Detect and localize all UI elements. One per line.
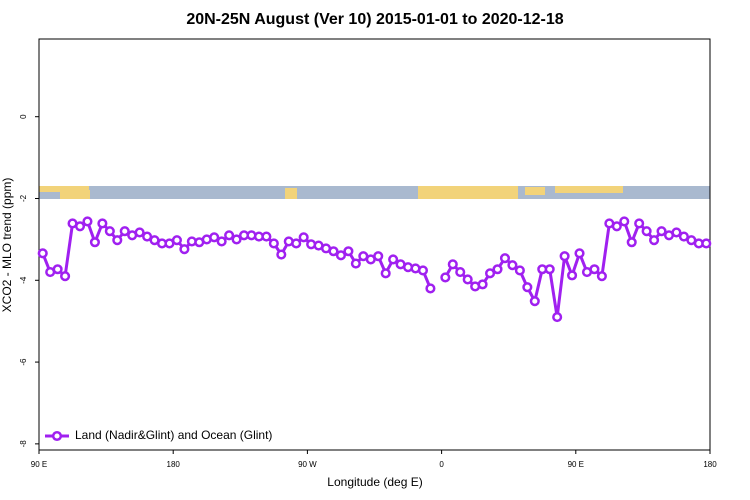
data-point [544, 264, 555, 275]
data-point [492, 264, 503, 275]
y-tick-label: -8 [19, 440, 28, 448]
data-point [589, 264, 600, 275]
x-tick-label: 90 E [31, 460, 47, 469]
data-point [291, 238, 302, 249]
data-point [522, 282, 533, 293]
data-point [619, 216, 630, 227]
data-point [641, 226, 652, 237]
y-tick-label: -6 [19, 358, 28, 366]
x-tick-label: 180 [703, 460, 717, 469]
data-point [701, 238, 712, 249]
data-point [455, 267, 466, 278]
data-point [97, 218, 108, 229]
data-point [507, 260, 518, 271]
data-point [477, 279, 488, 290]
data-point [328, 246, 339, 257]
data-point [499, 253, 511, 264]
data-point [89, 237, 100, 248]
x-tick-label: 90 W [298, 460, 317, 469]
data-point [514, 265, 525, 276]
data-point [276, 249, 287, 260]
data-point [82, 216, 93, 227]
x-tick-label: 90 E [568, 460, 584, 469]
legend-label: Land (Nadir&Glint) and Ocean (Glint) [75, 428, 272, 442]
data-point [261, 231, 272, 242]
data-point [596, 271, 607, 282]
data-point [268, 238, 279, 249]
data-point [231, 234, 242, 245]
x-tick-label: 0 [439, 460, 444, 469]
data-point [425, 283, 436, 294]
data-point [119, 226, 130, 237]
data-point [656, 226, 667, 237]
data-point [574, 248, 585, 259]
data-point [142, 231, 153, 242]
data-point [134, 227, 145, 238]
data-point [649, 235, 660, 246]
data-point [388, 254, 399, 265]
y-tick-label: -2 [19, 194, 28, 202]
data-point [552, 312, 563, 323]
data-point [634, 218, 645, 229]
data-point [216, 236, 227, 247]
plot-frame [38, 38, 711, 451]
data-point [171, 235, 182, 246]
data-point [440, 272, 451, 283]
x-axis-label: Longitude (deg E) [327, 475, 422, 489]
legend: Land (Nadir&Glint) and Ocean (Glint) [45, 428, 272, 442]
data-point [343, 246, 354, 257]
data-point [559, 251, 570, 262]
data-point [60, 271, 71, 282]
x-tick-label: 180 [167, 460, 181, 469]
data-point [224, 230, 235, 241]
data-point [529, 296, 540, 307]
y-tick-label: 0 [19, 114, 28, 119]
data-point [567, 270, 578, 281]
map-strip [39, 186, 710, 199]
data-point [112, 235, 123, 246]
data-point [626, 237, 637, 248]
data-point [350, 258, 361, 269]
data-point [611, 221, 622, 232]
data-point [179, 244, 190, 255]
data-point [485, 268, 496, 279]
data-point [417, 265, 429, 276]
data-point [335, 250, 347, 261]
data-point [209, 232, 220, 243]
data-point [380, 268, 391, 279]
data-point [447, 259, 458, 270]
y-tick-label: -4 [19, 276, 28, 284]
y-axis-label: XCO2 - MLO trend (ppm) [0, 178, 14, 313]
chart-title: 20N-25N August (Ver 10) 2015-01-01 to 20… [186, 11, 563, 28]
data-point [298, 232, 309, 243]
data-point [671, 227, 682, 238]
data-point [74, 221, 86, 232]
data-point [373, 251, 384, 262]
data-point [104, 226, 115, 237]
data-point [52, 264, 63, 275]
data-point [678, 231, 689, 242]
data-point [462, 274, 473, 285]
data-point [37, 248, 48, 259]
legend-marker [51, 430, 63, 442]
